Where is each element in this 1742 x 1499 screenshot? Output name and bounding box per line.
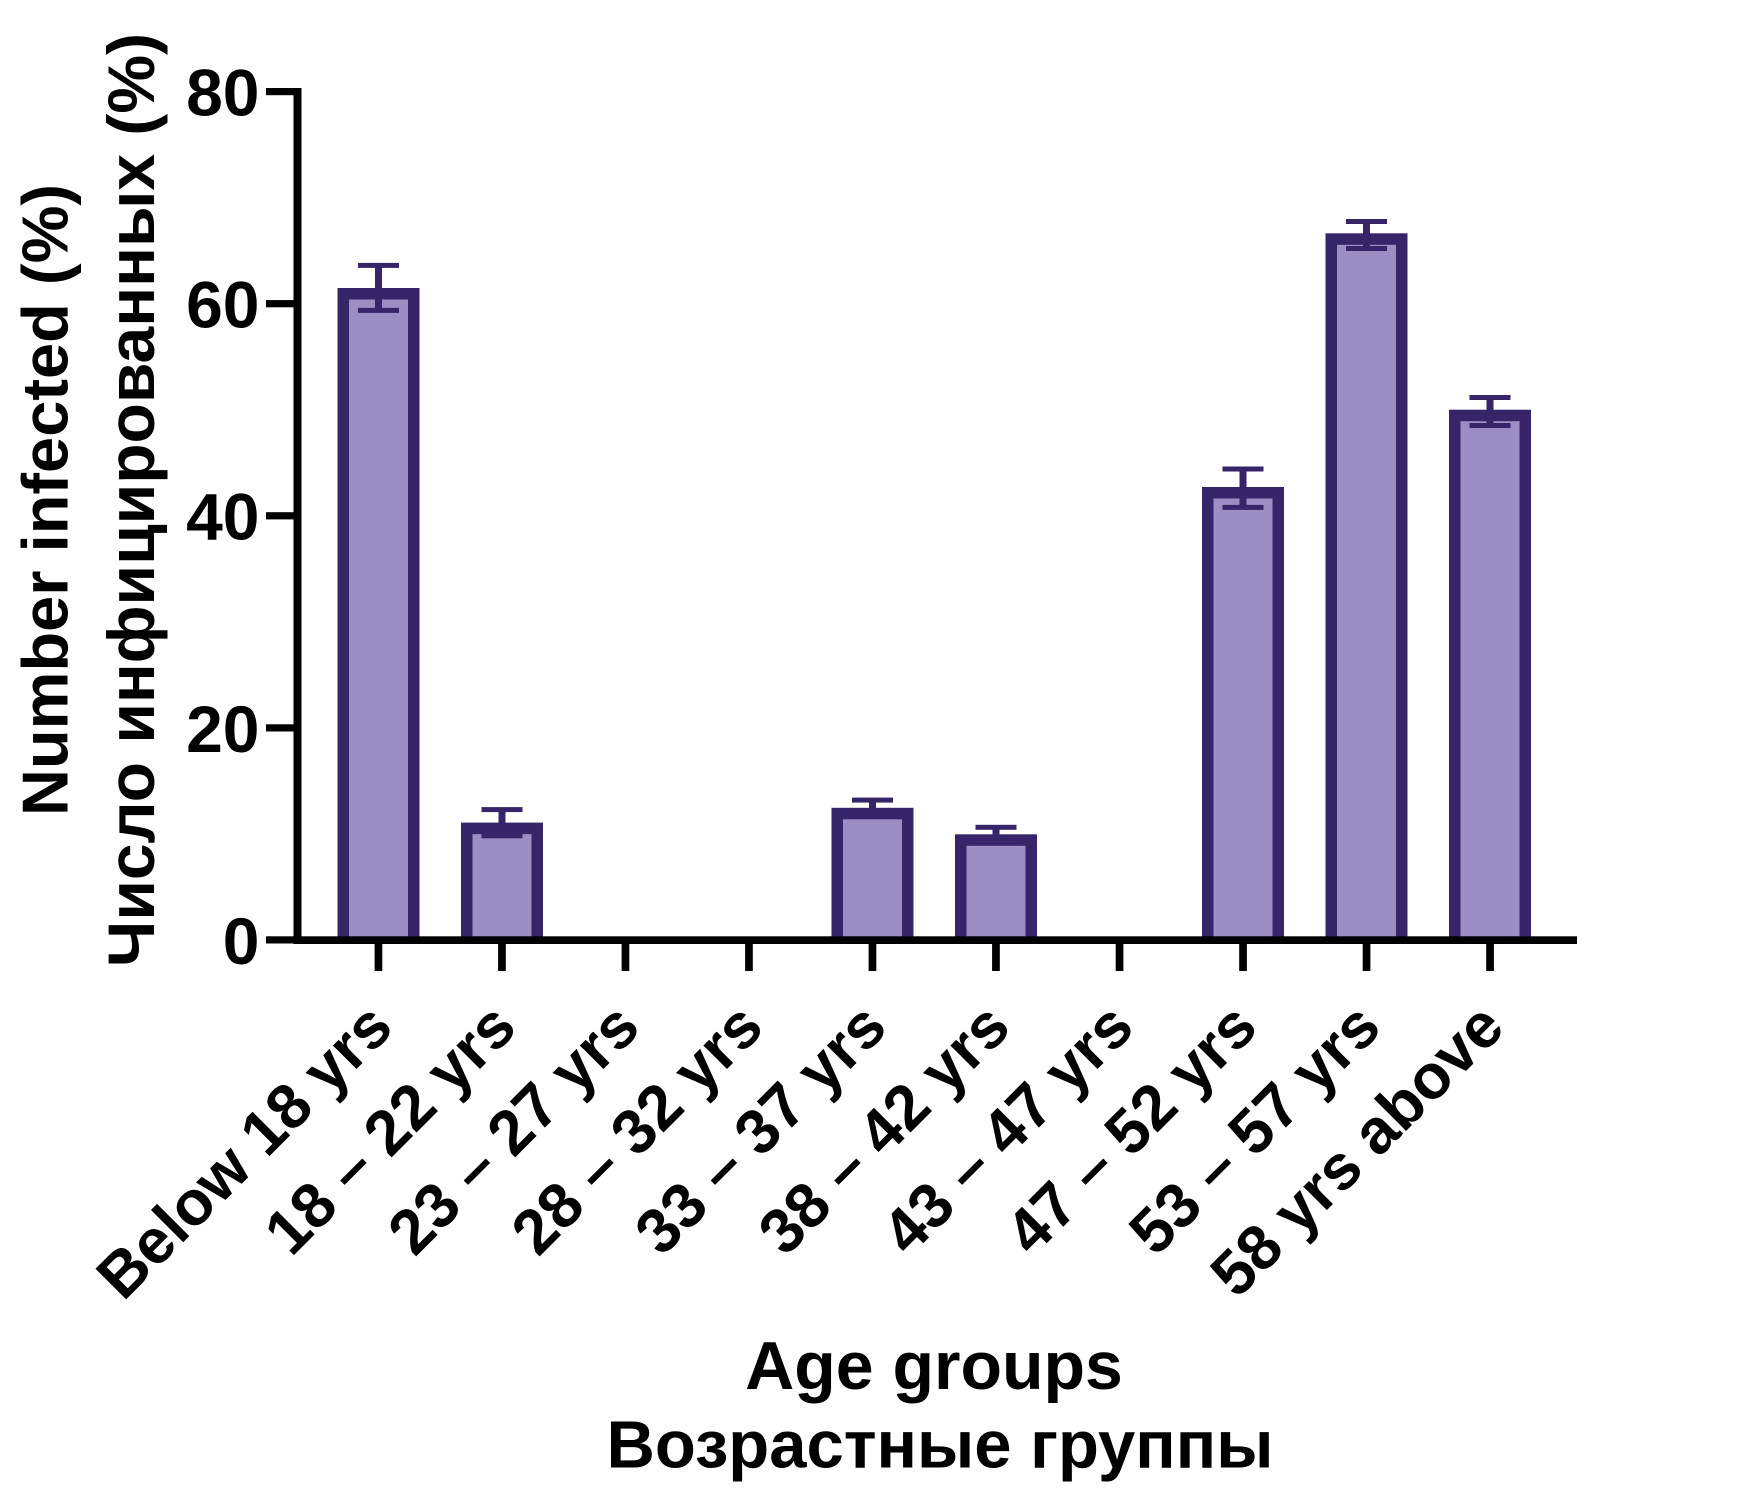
svg-text:Age groups: Age groups bbox=[745, 1328, 1123, 1404]
svg-text:40: 40 bbox=[186, 480, 259, 554]
svg-text:60: 60 bbox=[186, 268, 259, 342]
svg-text:0: 0 bbox=[223, 904, 260, 978]
svg-text:Number infected (%): Number infected (%) bbox=[9, 184, 82, 816]
svg-text:20: 20 bbox=[186, 692, 259, 766]
svg-text:80: 80 bbox=[186, 56, 259, 130]
svg-text:Число инфицированных (%): Число инфицированных (%) bbox=[94, 33, 168, 967]
svg-text:Возрастные группы: Возрастные группы bbox=[607, 1408, 1274, 1483]
